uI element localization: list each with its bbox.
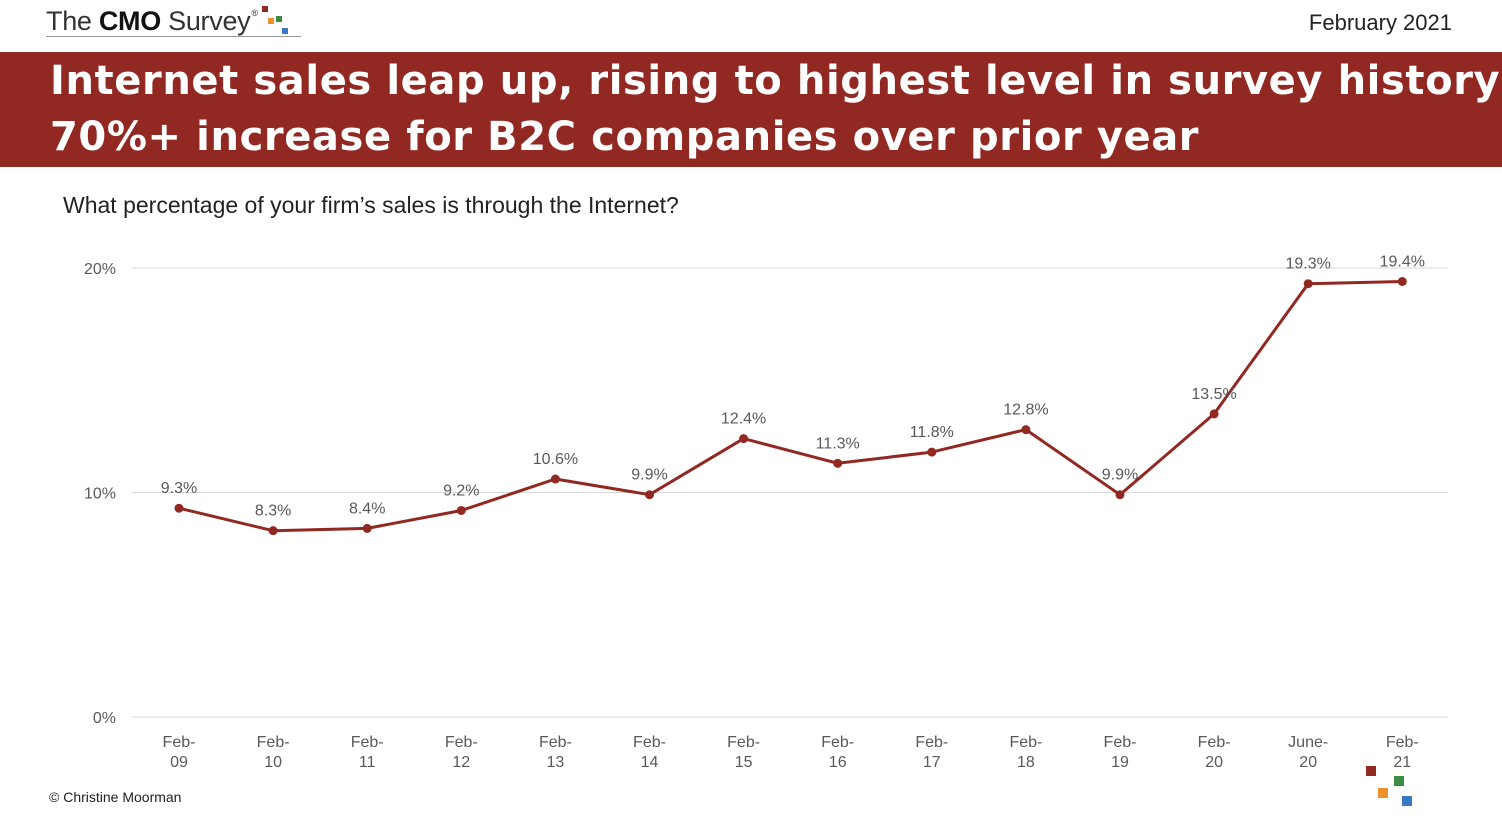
data-point — [1115, 490, 1125, 500]
x-tick-label: 20 — [1205, 754, 1223, 771]
x-tick-label: Feb- — [163, 734, 196, 751]
data-point — [1397, 276, 1407, 286]
x-tick-label: Feb- — [727, 734, 760, 751]
x-tick-label: Feb- — [445, 734, 478, 751]
data-label: 11.3% — [816, 435, 860, 452]
x-tick-label: Feb- — [257, 734, 290, 751]
x-tick-label: 10 — [264, 754, 282, 771]
x-tick-label: Feb- — [1386, 734, 1419, 751]
data-point — [645, 490, 654, 500]
headline-banner — [0, 52, 1502, 167]
data-label: 19.4% — [1380, 253, 1425, 270]
data-point — [927, 447, 937, 457]
footer-logo-squares-icon — [1364, 764, 1414, 810]
data-label: 10.6% — [533, 451, 578, 468]
x-tick-label: 11 — [359, 754, 376, 771]
data-point — [1209, 409, 1219, 419]
headline-line-2: 70%+ increase for B2C companies over pri… — [50, 114, 1200, 160]
data-label: 9.9% — [1102, 467, 1138, 484]
x-tick-label: Feb- — [915, 734, 948, 751]
data-point — [1303, 279, 1313, 289]
report-date: February 2021 — [1308, 10, 1452, 35]
x-tick-label: 15 — [735, 754, 753, 771]
data-label: 13.5% — [1191, 386, 1236, 403]
logo-wordmark: The CMO Survey — [46, 4, 251, 38]
x-axis-ticks: Feb- 09 Feb- 10 Feb- 11 Feb- 12 Feb- 13 Feb- 14 Feb-… — [163, 734, 1419, 771]
logo-squares-icon — [260, 4, 304, 38]
data-point — [1021, 425, 1031, 435]
x-tick-label: 16 — [829, 754, 847, 771]
x-tick-label: Feb- — [1104, 734, 1137, 751]
data-labels: 9.3% 8.3% 8.4% 9.2% 10.6% 9.9% 12.4% 11.3% 11.8%… — [161, 253, 1425, 519]
x-tick-label: 12 — [452, 754, 470, 771]
x-tick-label: 21 — [1393, 754, 1411, 771]
x-tick-label: Feb- — [1198, 734, 1231, 751]
y-tick-label: 10% — [84, 486, 116, 503]
data-label: 8.4% — [349, 500, 385, 517]
data-label: 9.9% — [631, 467, 667, 484]
x-tick-label: Feb- — [821, 734, 854, 751]
data-label: 11.8% — [910, 424, 954, 441]
data-label: 9.2% — [443, 482, 479, 499]
x-tick-label: 17 — [923, 754, 941, 771]
registered-mark: ® — [251, 8, 258, 18]
x-tick-label: 18 — [1017, 754, 1035, 771]
data-point — [739, 434, 749, 444]
y-axis-ticks: 0% 10% 20% — [84, 261, 116, 727]
data-point — [550, 474, 560, 484]
cmo-survey-logo: The CMO Survey ® — [46, 4, 304, 38]
data-points — [174, 276, 1407, 536]
data-label: 9.3% — [161, 480, 197, 497]
logo-underline — [46, 36, 301, 37]
data-point — [833, 458, 843, 468]
data-label: 8.3% — [255, 503, 291, 520]
x-tick-label: 09 — [170, 754, 188, 771]
data-label: 19.3% — [1286, 256, 1331, 273]
data-label: 12.4% — [721, 411, 766, 428]
data-point — [174, 503, 184, 513]
x-tick-label: 13 — [547, 754, 565, 771]
logo-bold: CMO — [98, 6, 161, 36]
y-tick-label: 0% — [93, 710, 116, 727]
data-point — [456, 505, 466, 515]
logo-suffix: Survey — [160, 6, 251, 36]
series-line — [177, 280, 1404, 533]
logo-prefix: The — [46, 6, 99, 36]
y-tick-label: 20% — [84, 261, 116, 278]
data-point — [362, 523, 372, 533]
x-tick-label: 19 — [1111, 754, 1129, 771]
data-label: 12.8% — [1003, 402, 1048, 419]
x-tick-label: June- — [1288, 734, 1328, 751]
headline-line-1: Internet sales leap up, rising to highes… — [50, 58, 1502, 104]
x-tick-label: 20 — [1299, 754, 1317, 771]
x-tick-label: Feb- — [351, 734, 384, 751]
survey-question: What percentage of your firm’s sales is … — [63, 192, 679, 218]
data-point — [268, 526, 278, 536]
x-tick-label: Feb- — [539, 734, 572, 751]
x-tick-label: 14 — [641, 754, 659, 771]
gridlines — [132, 267, 1448, 718]
x-tick-label: Feb- — [633, 734, 666, 751]
series-polyline — [177, 280, 1404, 533]
x-tick-label: Feb- — [1009, 734, 1042, 751]
copyright-notice: © Christine Moorman — [49, 789, 182, 805]
